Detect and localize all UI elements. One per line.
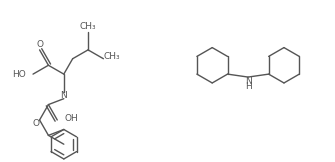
Text: N: N (60, 91, 67, 100)
Text: CH₃: CH₃ (104, 52, 121, 61)
Text: N: N (245, 77, 252, 87)
Text: O: O (36, 40, 43, 49)
Text: OH: OH (64, 114, 78, 122)
Text: CH₃: CH₃ (80, 22, 96, 31)
Text: O: O (32, 119, 39, 128)
Text: H: H (245, 82, 252, 91)
Text: HO: HO (12, 70, 26, 79)
